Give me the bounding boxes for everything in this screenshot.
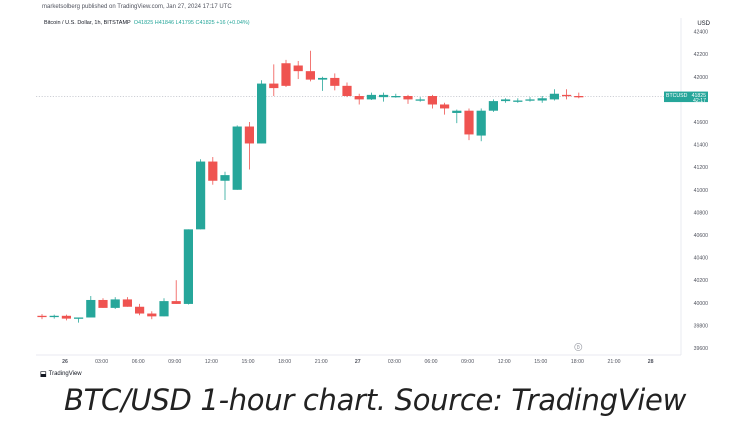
x-tick-label: 28	[648, 359, 654, 365]
x-tick-label: 26	[62, 359, 68, 365]
candle-body	[159, 301, 169, 317]
candle-body	[110, 299, 120, 308]
price-tag-countdown: 42:17	[693, 98, 706, 104]
x-tick-label: 09:00	[461, 359, 474, 365]
candle-body	[330, 77, 340, 86]
x-tick-label: 09:00	[168, 359, 181, 365]
y-tick-label: 40200	[694, 278, 709, 284]
candle-body	[74, 317, 84, 319]
candle-body	[525, 99, 535, 101]
price-tag-price: 41825	[692, 93, 707, 99]
candle-body	[366, 94, 376, 100]
x-tick-label: 15:00	[534, 359, 547, 365]
candle-body	[122, 299, 132, 307]
candle-body	[232, 126, 242, 190]
candle-body	[318, 77, 328, 80]
candle-body	[281, 63, 291, 86]
candle-body	[196, 161, 206, 230]
x-tick-label: 27	[355, 359, 361, 365]
y-tick-label: 41400	[694, 143, 709, 149]
y-tick-label: 42200	[694, 52, 709, 58]
tradingview-logo: ⬓ TradingView	[40, 370, 82, 378]
published-note: marketsolberg published on TradingView.c…	[42, 4, 232, 10]
chart-legend: Bitcoin / U.S. Dollar, 1h, BITSTAMP O4182…	[44, 20, 250, 26]
candle-body	[415, 99, 425, 101]
x-tick-label: 21:00	[608, 359, 621, 365]
x-tick-label: 03:00	[95, 359, 108, 365]
candle-body	[391, 96, 401, 98]
candle-body	[354, 96, 364, 100]
y-tick-label: 41200	[694, 165, 709, 171]
candle-body	[147, 313, 157, 317]
tradingview-logo-icon: ⬓	[40, 371, 47, 378]
chart-panel: marketsolberg published on TradingView.c…	[36, 0, 714, 380]
candle-body	[49, 315, 59, 318]
x-tick-label: 18:00	[571, 359, 584, 365]
candle-body	[244, 126, 254, 144]
x-tick-label: 18:00	[278, 359, 291, 365]
y-tick-label: 41600	[694, 120, 709, 126]
candle-body	[305, 71, 315, 80]
x-tick-label: 06:00	[132, 359, 145, 365]
x-tick-label: 12:00	[205, 359, 218, 365]
y-tick-label: 40800	[694, 210, 709, 216]
currency-label: USD	[697, 21, 710, 27]
candle-body	[135, 306, 145, 314]
candle-body	[37, 315, 47, 318]
x-tick-label: 03:00	[388, 359, 401, 365]
y-tick-label: 39600	[694, 346, 709, 352]
price-tag-symbol: BTCUSD	[666, 93, 688, 99]
candle-body	[342, 85, 352, 97]
candle-body	[549, 93, 559, 100]
candle-body	[183, 229, 193, 304]
x-tick-label: 06:00	[425, 359, 438, 365]
candle-body	[293, 65, 303, 72]
candle-body	[427, 96, 437, 105]
candle-body	[574, 96, 584, 98]
y-tick-label: 42400	[694, 30, 709, 36]
candle-body	[86, 299, 96, 318]
candle-body	[257, 83, 267, 144]
candle-body	[171, 301, 181, 304]
y-tick-label: 42000	[694, 75, 709, 81]
x-tick-label: 21:00	[315, 359, 328, 365]
candle-body	[208, 161, 218, 181]
x-tick-label: 15:00	[242, 359, 255, 365]
y-tick-label: 40400	[694, 256, 709, 262]
ohlc-values: O41825 H41846 L41795 C41825 +16 (+0.04%)	[133, 20, 250, 26]
candle-body	[379, 94, 389, 98]
candle-body	[476, 110, 486, 136]
candle-body	[269, 83, 279, 89]
y-tick-label: 41000	[694, 188, 709, 194]
y-tick-label: 40000	[694, 301, 709, 307]
y-tick-label: 39800	[694, 323, 709, 329]
price-tag-box	[664, 91, 708, 103]
event-marker-icon	[574, 343, 583, 351]
figure-caption: BTC/USD 1-hour chart. Source: TradingVie…	[64, 383, 686, 417]
x-tick-label: 12:00	[498, 359, 511, 365]
candle-body	[464, 110, 474, 135]
candle-body	[98, 299, 108, 308]
legend-title: Bitcoin / U.S. Dollar, 1h, BITSTAMP	[44, 20, 131, 26]
candlestick-chart[interactable]: 39600 39800 40000 40200 40400 40600 40800 41000…	[36, 0, 714, 380]
candle-body	[562, 94, 572, 97]
candle-body	[440, 104, 450, 109]
candle-body	[220, 175, 230, 181]
candle-body	[61, 315, 71, 319]
candle-body	[403, 96, 413, 100]
event-marker-glyph: ₿	[577, 344, 581, 350]
candle-body	[452, 110, 462, 113]
candle-body	[537, 98, 547, 101]
tradingview-label: TradingView	[48, 371, 82, 377]
candle-body	[488, 101, 498, 111]
candle-body	[501, 99, 511, 102]
candle-body	[513, 100, 523, 102]
y-tick-label: 40600	[694, 233, 709, 239]
